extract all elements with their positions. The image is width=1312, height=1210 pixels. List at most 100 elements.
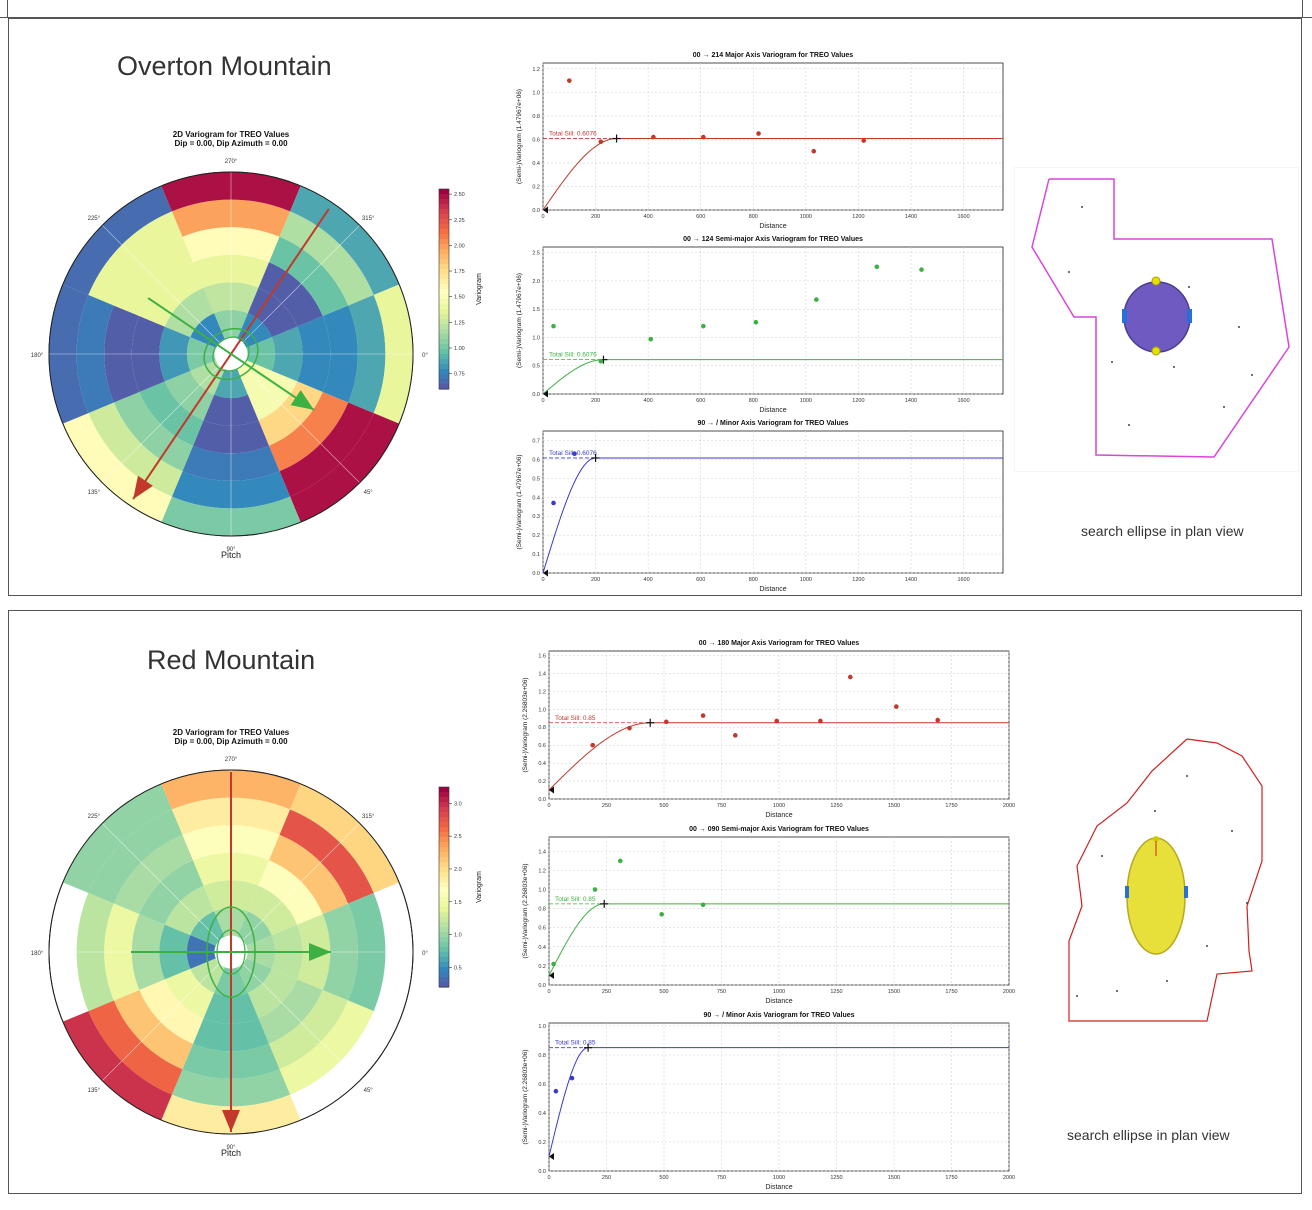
x-tick-label: 250: [602, 1175, 611, 1181]
colorbar-segment: [439, 294, 449, 300]
y-axis-label: (Semi-)Variogram (2.26803e+06): [522, 677, 529, 772]
x-tick-label: 1500: [888, 803, 900, 809]
x-tick-label: 500: [659, 803, 668, 809]
variogram-title: 90 → / Minor Axis Variogram for TREO Val…: [697, 420, 848, 427]
x-tick-label: 1600: [957, 214, 969, 220]
y-tick-label: 0.1: [532, 552, 540, 558]
colorbar-segment: [439, 344, 449, 350]
colorbar-tick-label: 1.75: [454, 269, 465, 275]
polar-angle-label: 90°: [226, 1145, 236, 1151]
x-tick-label: 250: [602, 803, 611, 809]
colorbar-segment: [439, 349, 449, 355]
colorbar-segment: [439, 199, 449, 205]
data-point: [598, 358, 604, 364]
top-border: [0, 0, 1312, 18]
sill-label: Total Sill: 0.6076: [549, 131, 597, 138]
data-point: [590, 742, 595, 748]
data-point: [774, 718, 779, 724]
y-tick-label: 1.0: [538, 1024, 546, 1030]
plan-view-caption: search ellipse in plan view: [1081, 523, 1244, 539]
data-point: [551, 961, 556, 967]
colorbar-segment: [439, 837, 449, 843]
nugget-marker: [543, 390, 548, 398]
data-point: [627, 725, 632, 731]
panel-overton: Overton Mountain 2D Variogram for TREO V…: [8, 18, 1302, 596]
colorbar-segment: [439, 304, 449, 310]
colorbar-segment: [439, 857, 449, 863]
colorbar-segment: [439, 369, 449, 375]
data-point: [566, 78, 572, 83]
colorbar-segment: [439, 787, 449, 793]
data-point: [664, 719, 669, 725]
data-point: [935, 717, 940, 723]
x-tick-label: 0: [541, 214, 544, 220]
polar-angle-label: 225°: [88, 814, 101, 820]
y-tick-label: 2.0: [532, 279, 540, 285]
variogram-title: 00 → 180 Major Axis Variogram for TREO V…: [699, 640, 860, 647]
x-tick-label: 1000: [800, 577, 812, 583]
x-tick-label: 1000: [800, 214, 812, 220]
colorbar-label: Variogram: [476, 871, 483, 903]
x-tick-label: 250: [602, 989, 611, 995]
y-tick-label: 1.0: [538, 888, 546, 894]
polar-angle-label: 135°: [88, 1088, 101, 1094]
x-axis-label: Distance: [765, 1184, 792, 1191]
colorbar-label: Variogram: [476, 273, 483, 305]
minor-axis-variogram: 90 → / Minor Axis Variogram for TREO Val…: [522, 1012, 1015, 1191]
colorbar-segment: [439, 289, 449, 295]
variogram-title: 00 → 124 Semi-major Axis Variogram for T…: [683, 236, 863, 243]
colorbar-segment: [439, 827, 449, 833]
variogram-title: 00 → 090 Semi-major Axis Variogram for T…: [689, 826, 869, 833]
colorbar-segment: [439, 917, 449, 923]
search-ellipse-plan-view: [1068, 738, 1263, 1022]
data-point: [753, 319, 759, 325]
polar-angle-label: 135°: [88, 490, 101, 496]
x-tick-label: 200: [591, 214, 600, 220]
polar-angle-label: 90°: [226, 547, 236, 553]
x-tick-label: 1500: [888, 1175, 900, 1181]
y-tick-label: 0.2: [532, 533, 540, 539]
y-tick-label: 1.0: [532, 335, 540, 341]
sill-label: Total Sill: 0.85: [555, 896, 596, 903]
y-tick-label: 0.2: [538, 964, 546, 970]
colorbar-segment: [439, 982, 449, 988]
variogram-title: 90 → / Minor Axis Variogram for TREO Val…: [703, 1012, 854, 1019]
colorbar-segment: [439, 852, 449, 858]
polar-angle-label: 0°: [422, 951, 428, 957]
colorbar-segment: [439, 339, 449, 345]
search-ellipse-outline: [203, 327, 259, 381]
plan-outline: [1031, 178, 1290, 458]
colorbar-segment: [439, 967, 449, 973]
colorbar-segment: [439, 902, 449, 908]
y-tick-label: 0.6: [538, 1082, 546, 1088]
x-tick-label: 1200: [852, 398, 864, 404]
y-tick-label: 0.5: [532, 476, 540, 482]
colorbar-segment: [439, 957, 449, 963]
polar-subtitle: Dip = 0.00, Dip Azimuth = 0.00: [174, 737, 288, 746]
minor-axis-arrow-head: [309, 943, 331, 961]
major-axis-variogram: 00 → 180 Major Axis Variogram for TREO V…: [522, 640, 1015, 819]
colorbar-segment: [439, 364, 449, 370]
x-tick-label: 800: [749, 214, 758, 220]
x-tick-label: 800: [749, 398, 758, 404]
data-point: [848, 674, 853, 680]
polar-xlabel: Pitch: [221, 1148, 241, 1158]
y-tick-label: 0.0: [532, 571, 540, 577]
colorbar-segment: [439, 314, 449, 320]
colorbar-segment: [439, 204, 449, 210]
polar-outer-ring: [48, 769, 414, 1135]
major-axis-arrow-head: [222, 1110, 240, 1132]
y-tick-label: 0.2: [532, 184, 540, 190]
data-point: [659, 912, 664, 917]
data-point: [701, 323, 706, 329]
plot-frame: [542, 430, 1004, 574]
search-ellipse-plan-view: [1014, 167, 1299, 472]
plot-frame: [542, 246, 1004, 395]
y-tick-label: 1.5: [532, 307, 540, 313]
colorbar-tick-label: 1.5: [454, 900, 462, 906]
data-point: [874, 264, 880, 270]
colorbar-segment: [439, 374, 449, 380]
colorbar-segment: [439, 234, 449, 240]
colorbar-segment: [439, 882, 449, 888]
